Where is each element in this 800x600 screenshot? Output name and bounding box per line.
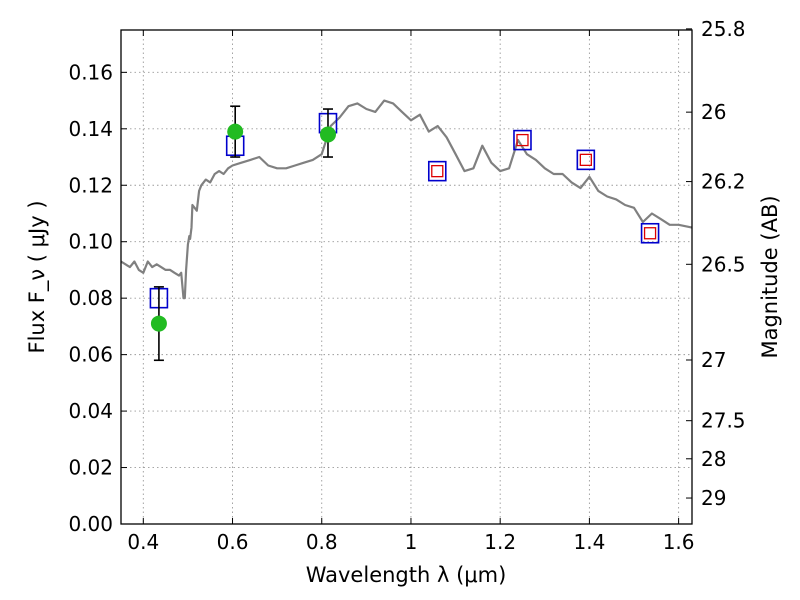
x-axis-label: Wavelength λ (μm) [306, 563, 507, 587]
x-tick-label: 1.6 [663, 530, 695, 554]
y-tick-label: 0.02 [68, 456, 113, 480]
y-tick-label: 0.10 [68, 230, 113, 254]
x-tick-label: 1 [405, 530, 418, 554]
markers-layer [149, 105, 660, 362]
y2-tick-label: 27.5 [701, 409, 746, 433]
model-photometry-square [427, 160, 447, 182]
x-tick-label: 1.4 [573, 530, 605, 554]
y-tick-label: 0.12 [68, 173, 113, 197]
observed-flux-point [227, 123, 244, 140]
y2-tick-label: 25.8 [701, 17, 746, 41]
model-photometry-square [513, 129, 532, 151]
ticks-layer: 0.4 0.6 0.8 1 1.2 1.4 1.6 0.00 0.02 0.04 0.06 0.08 0… [68, 17, 745, 554]
y2-tick-label: 27 [701, 348, 726, 372]
inner-photometry-square [431, 164, 444, 178]
y-tick-label: 0.00 [68, 512, 113, 536]
plot-frame [120, 29, 693, 525]
spectrum-layer [120, 99, 693, 300]
y-tick-label: 0.08 [68, 286, 113, 310]
x-tick-label: 0.8 [306, 530, 338, 554]
x-tick-label: 0.4 [127, 530, 159, 554]
inner-photometry-square [643, 227, 657, 240]
model-photometry-square [576, 149, 596, 171]
grid-lines [121, 30, 692, 525]
x-tick-label: 1.2 [484, 530, 516, 554]
x-tick-label: 0.6 [217, 530, 249, 554]
observed-flux-point [319, 126, 336, 143]
y2-tick-label: 26 [701, 100, 726, 124]
y2-tick-label: 28 [701, 447, 726, 471]
y2-tick-label: 26.5 [701, 252, 746, 276]
y-tick-label: 0.04 [68, 399, 113, 423]
y2-axis-label: Magnitude (AB) [758, 195, 782, 358]
observed-flux-point [150, 315, 167, 332]
y-axis-label: Flux F_ν ( μJy ) [25, 200, 50, 353]
y2-tick-label: 29 [701, 486, 726, 510]
inner-photometry-square [516, 133, 529, 147]
y2-tick-label: 26.2 [701, 170, 746, 194]
y-tick-label: 0.14 [68, 117, 113, 141]
inner-photometry-square [579, 153, 592, 167]
model-spectrum-line [120, 99, 693, 300]
y-tick-label: 0.06 [68, 343, 113, 367]
model-photometry-square [640, 222, 660, 244]
y-tick-label: 0.16 [68, 60, 113, 84]
